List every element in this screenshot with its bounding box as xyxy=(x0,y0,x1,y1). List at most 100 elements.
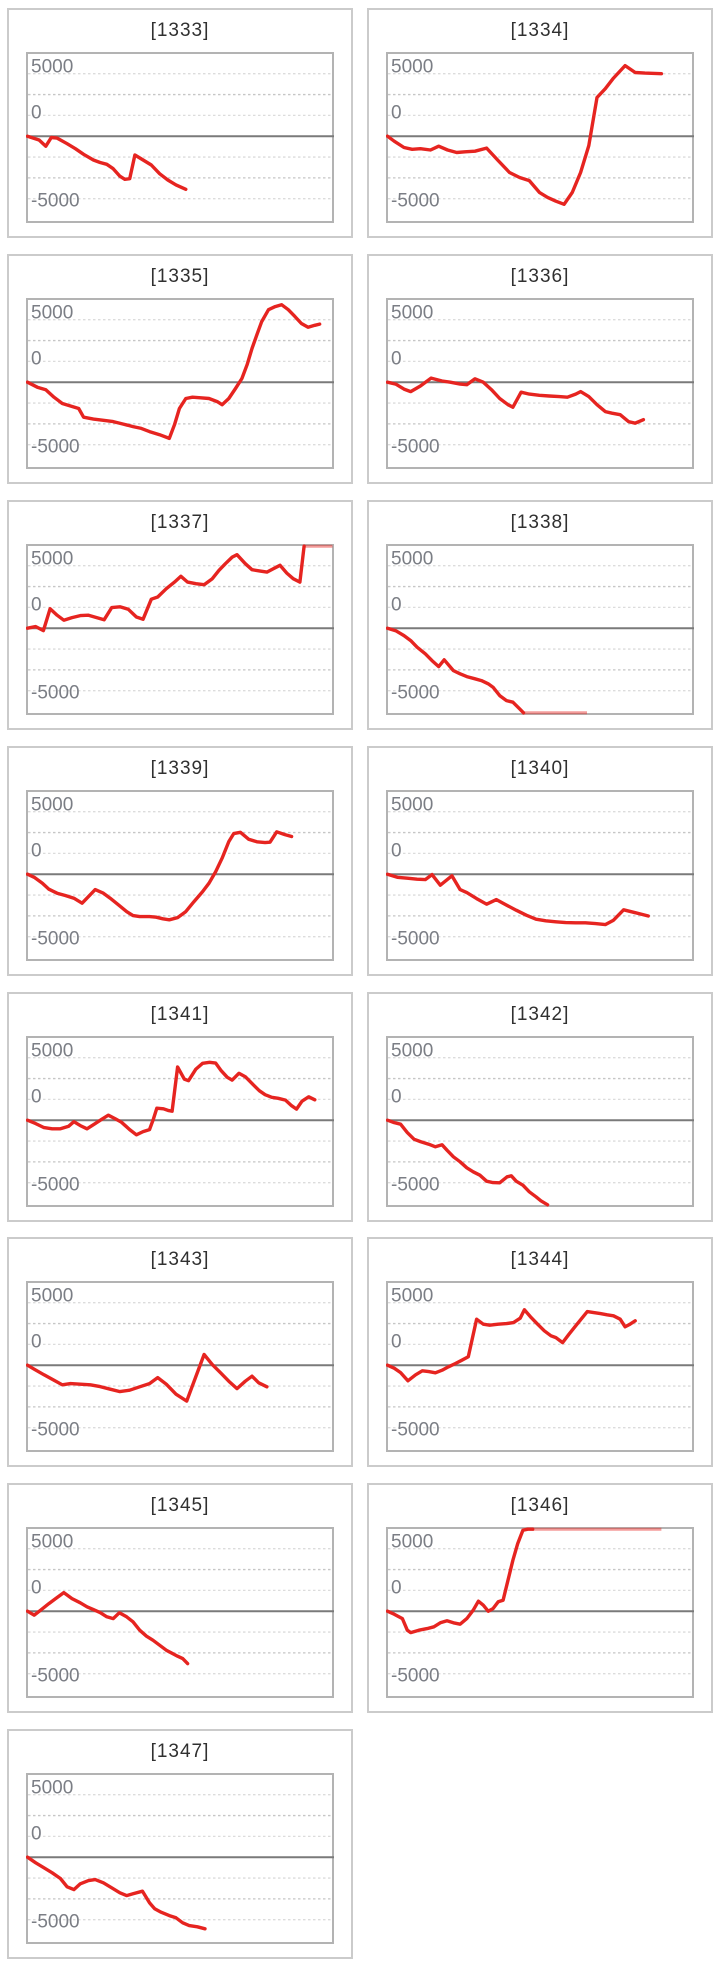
machine-number-title: [1339] xyxy=(150,757,210,779)
plot-border xyxy=(386,1035,694,1207)
y-axis-tick-label: 0 xyxy=(391,348,402,369)
machine-chart-card: [1345] 5000 0 -5000 xyxy=(7,1483,353,1714)
slump-line xyxy=(26,1855,207,1931)
y-axis-tick-label: 0 xyxy=(391,594,402,615)
y-axis-tick-label: -5000 xyxy=(391,1420,440,1441)
machine-chart-card: [1344] 5000 0 -5000 xyxy=(367,1237,713,1468)
y-axis-tick-label: 5000 xyxy=(31,302,73,323)
y-axis-tick-label: -5000 xyxy=(31,436,80,457)
slump-graph: 5000 0 -5000 xyxy=(26,297,334,469)
y-axis-tick-label: 5000 xyxy=(31,1532,73,1553)
machine-number-title: [1340] xyxy=(510,757,570,779)
y-axis-tick-label: -5000 xyxy=(31,1174,80,1195)
machine-number-title: [1344] xyxy=(510,1249,570,1271)
machine-chart-card: [1333] 5000 0 -5000 xyxy=(7,8,353,238)
slump-line xyxy=(386,1527,535,1635)
machine-chart-card: [1339] 5000 0 -5000 xyxy=(7,745,353,976)
y-axis-tick-label: 5000 xyxy=(391,57,433,78)
y-axis-tick-label: -5000 xyxy=(31,191,80,212)
y-axis-tick-label: 0 xyxy=(391,103,402,124)
y-axis-tick-label: -5000 xyxy=(391,191,440,212)
y-axis-tick-label: 5000 xyxy=(31,1286,73,1307)
slump-graph: 5000 0 -5000 xyxy=(386,543,694,715)
plot-border xyxy=(26,1035,334,1207)
slump-graph: 5000 0 -5000 xyxy=(26,1035,334,1207)
y-axis-tick-label: 0 xyxy=(31,103,42,124)
machine-number-title: [1335] xyxy=(150,265,210,287)
plot-border xyxy=(386,297,694,469)
y-axis-tick-label: 5000 xyxy=(391,1286,433,1307)
machine-number-title: [1343] xyxy=(150,1249,210,1271)
machine-chart-card: [1337] 5000 0 -5000 xyxy=(7,499,353,730)
y-axis-tick-label: 0 xyxy=(391,840,402,861)
y-axis-tick-label: 5000 xyxy=(31,57,73,78)
machine-number-title: [1334] xyxy=(510,20,570,41)
slump-graph: 5000 0 -5000 xyxy=(386,789,694,961)
slump-line xyxy=(26,829,294,922)
plot-border xyxy=(26,52,334,223)
machine-chart-card: [1342] 5000 0 -5000 xyxy=(367,991,713,1222)
slump-line xyxy=(386,1308,637,1383)
y-axis-tick-label: -5000 xyxy=(391,928,440,949)
y-axis-tick-label: 0 xyxy=(31,1086,42,1107)
y-axis-tick-label: 0 xyxy=(391,1332,402,1353)
y-axis-tick-label: 5000 xyxy=(31,548,73,569)
machine-number-title: [1336] xyxy=(510,265,570,287)
machine-chart-card: [1335] 5000 0 -5000 xyxy=(7,253,353,484)
slump-graph: 5000 0 -5000 xyxy=(26,1527,334,1699)
plot-border xyxy=(26,543,334,715)
y-axis-tick-label: 0 xyxy=(31,594,42,615)
plot-border xyxy=(386,1281,694,1453)
slump-graph: 5000 0 -5000 xyxy=(26,789,334,961)
plot-border xyxy=(26,1281,334,1453)
slump-graph: 5000 0 -5000 xyxy=(386,1281,694,1453)
slump-line xyxy=(386,626,526,715)
y-axis-tick-label: 5000 xyxy=(391,1532,433,1553)
y-axis-tick-label: -5000 xyxy=(391,1666,440,1687)
y-axis-tick-label: -5000 xyxy=(31,1912,80,1933)
slump-line xyxy=(386,1117,550,1207)
machine-chart-card: [1334] 5000 0 -5000 xyxy=(367,8,713,238)
slump-line xyxy=(26,1353,269,1404)
y-axis-tick-label: 0 xyxy=(391,1578,402,1599)
slump-line xyxy=(26,134,188,192)
y-axis-tick-label: -5000 xyxy=(31,928,80,949)
slump-graph: 5000 0 -5000 xyxy=(26,1773,334,1945)
machine-number-title: [1338] xyxy=(510,511,570,533)
plot-border xyxy=(26,297,334,469)
machine-chart-card: [1343] 5000 0 -5000 xyxy=(7,1237,353,1468)
slump-graph: 5000 0 -5000 xyxy=(26,543,334,715)
y-axis-tick-label: 5000 xyxy=(391,1040,433,1061)
slump-line xyxy=(386,872,650,926)
y-axis-tick-label: 0 xyxy=(31,348,42,369)
slump-line xyxy=(386,63,664,207)
slump-graph: 5000 0 -5000 xyxy=(386,297,694,469)
y-axis-tick-label: -5000 xyxy=(31,1420,80,1441)
plot-border xyxy=(386,543,694,715)
slump-line xyxy=(26,1591,190,1666)
machine-number-title: [1342] xyxy=(510,1003,570,1025)
y-axis-tick-label: 5000 xyxy=(31,1778,73,1799)
y-axis-tick-label: -5000 xyxy=(391,436,440,457)
machine-number-title: [1345] xyxy=(150,1495,210,1517)
machine-chart-card: [1340] 5000 0 -5000 xyxy=(367,745,713,976)
machine-chart-card: [1336] 5000 0 -5000 xyxy=(367,253,713,484)
y-axis-tick-label: 5000 xyxy=(391,794,433,815)
plot-border xyxy=(26,789,334,961)
y-axis-tick-label: 0 xyxy=(31,840,42,861)
y-axis-tick-label: 5000 xyxy=(391,548,433,569)
slump-line xyxy=(26,544,306,633)
machine-number-title: [1347] xyxy=(150,1741,210,1763)
y-axis-tick-label: -5000 xyxy=(391,682,440,703)
y-axis-tick-label: -5000 xyxy=(391,1174,440,1195)
machine-chart-card: [1346] 5000 0 -5000 xyxy=(367,1483,713,1714)
y-axis-tick-label: 5000 xyxy=(31,1040,73,1061)
machine-number-title: [1333] xyxy=(150,20,210,41)
machine-number-title: [1337] xyxy=(150,511,210,533)
y-axis-tick-label: 5000 xyxy=(31,794,73,815)
slump-graph: 5000 0 -5000 xyxy=(386,1527,694,1699)
y-axis-tick-label: -5000 xyxy=(31,682,80,703)
y-axis-tick-label: 0 xyxy=(31,1332,42,1353)
plot-border xyxy=(386,789,694,961)
